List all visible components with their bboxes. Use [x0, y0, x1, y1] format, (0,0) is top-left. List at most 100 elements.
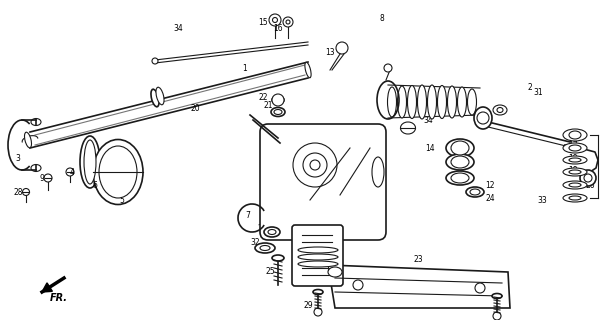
Circle shape — [314, 308, 322, 316]
Circle shape — [286, 20, 290, 24]
Text: 13: 13 — [325, 47, 335, 57]
Circle shape — [477, 112, 489, 124]
Text: 9: 9 — [40, 173, 45, 182]
Text: 32: 32 — [250, 237, 260, 246]
Circle shape — [273, 18, 278, 22]
Circle shape — [475, 283, 485, 293]
Ellipse shape — [93, 140, 143, 204]
Ellipse shape — [563, 129, 587, 141]
Ellipse shape — [569, 158, 581, 162]
Text: 20: 20 — [190, 103, 200, 113]
Ellipse shape — [428, 85, 437, 119]
Ellipse shape — [407, 85, 417, 118]
Ellipse shape — [451, 141, 469, 155]
Text: 1: 1 — [243, 63, 248, 73]
Ellipse shape — [255, 243, 275, 253]
Ellipse shape — [492, 293, 502, 299]
Ellipse shape — [417, 85, 426, 119]
Circle shape — [152, 58, 158, 64]
Ellipse shape — [563, 156, 587, 164]
Text: 21: 21 — [257, 223, 267, 233]
Ellipse shape — [446, 154, 474, 170]
Ellipse shape — [305, 62, 311, 78]
Ellipse shape — [268, 229, 276, 235]
Ellipse shape — [31, 164, 41, 172]
Ellipse shape — [437, 85, 447, 118]
Ellipse shape — [458, 87, 467, 117]
Ellipse shape — [298, 254, 338, 260]
Text: 15: 15 — [258, 18, 268, 27]
Text: 17: 17 — [568, 140, 578, 149]
Ellipse shape — [446, 171, 474, 185]
Circle shape — [272, 94, 284, 106]
Ellipse shape — [497, 108, 503, 113]
Ellipse shape — [372, 157, 384, 187]
Ellipse shape — [398, 86, 406, 118]
Ellipse shape — [156, 87, 164, 105]
Ellipse shape — [466, 187, 484, 197]
Circle shape — [66, 168, 74, 176]
Text: 7: 7 — [246, 211, 251, 220]
Circle shape — [584, 174, 592, 182]
Text: 18: 18 — [569, 165, 578, 174]
Text: 34: 34 — [423, 116, 433, 124]
Text: 5: 5 — [120, 196, 124, 204]
Text: FR.: FR. — [50, 293, 68, 303]
Ellipse shape — [569, 145, 581, 151]
Ellipse shape — [84, 140, 96, 184]
Text: 24: 24 — [485, 194, 495, 203]
Ellipse shape — [274, 109, 282, 115]
Ellipse shape — [569, 170, 581, 174]
Circle shape — [336, 42, 348, 54]
Text: 19: 19 — [568, 154, 578, 163]
Text: 26: 26 — [585, 180, 595, 189]
Ellipse shape — [298, 247, 338, 253]
Circle shape — [353, 280, 363, 290]
Ellipse shape — [260, 245, 270, 251]
Circle shape — [44, 174, 52, 182]
Ellipse shape — [569, 183, 581, 187]
FancyBboxPatch shape — [260, 124, 386, 240]
Ellipse shape — [80, 136, 100, 188]
Circle shape — [493, 312, 501, 320]
Circle shape — [384, 64, 392, 72]
Ellipse shape — [151, 89, 159, 107]
Ellipse shape — [470, 189, 480, 195]
Text: 30: 30 — [485, 300, 495, 309]
Ellipse shape — [313, 290, 323, 294]
Text: 27: 27 — [568, 131, 578, 140]
Ellipse shape — [271, 108, 285, 116]
Text: 3: 3 — [16, 154, 21, 163]
Ellipse shape — [569, 196, 581, 200]
Text: 12: 12 — [485, 180, 495, 189]
Text: 28: 28 — [13, 188, 23, 196]
Text: 25: 25 — [265, 268, 275, 276]
Ellipse shape — [328, 267, 342, 277]
Text: 21: 21 — [264, 100, 273, 109]
Ellipse shape — [272, 96, 284, 104]
Ellipse shape — [474, 107, 492, 129]
Circle shape — [283, 17, 293, 27]
Ellipse shape — [446, 139, 474, 157]
Polygon shape — [328, 265, 510, 308]
Circle shape — [303, 153, 327, 177]
Ellipse shape — [99, 146, 137, 198]
Ellipse shape — [264, 227, 280, 237]
Ellipse shape — [569, 131, 581, 139]
Ellipse shape — [563, 143, 587, 153]
Ellipse shape — [448, 86, 456, 118]
Ellipse shape — [451, 156, 469, 168]
Text: 33: 33 — [537, 196, 547, 204]
Text: 16: 16 — [273, 23, 283, 33]
FancyBboxPatch shape — [292, 225, 343, 286]
Text: 10: 10 — [462, 143, 472, 153]
Ellipse shape — [451, 173, 469, 183]
Circle shape — [293, 143, 337, 187]
Circle shape — [23, 188, 29, 196]
Ellipse shape — [563, 168, 587, 176]
Ellipse shape — [31, 118, 41, 125]
Text: 6: 6 — [93, 180, 98, 189]
Text: 31: 31 — [533, 87, 543, 97]
Text: 14: 14 — [425, 143, 435, 153]
Ellipse shape — [467, 89, 476, 115]
